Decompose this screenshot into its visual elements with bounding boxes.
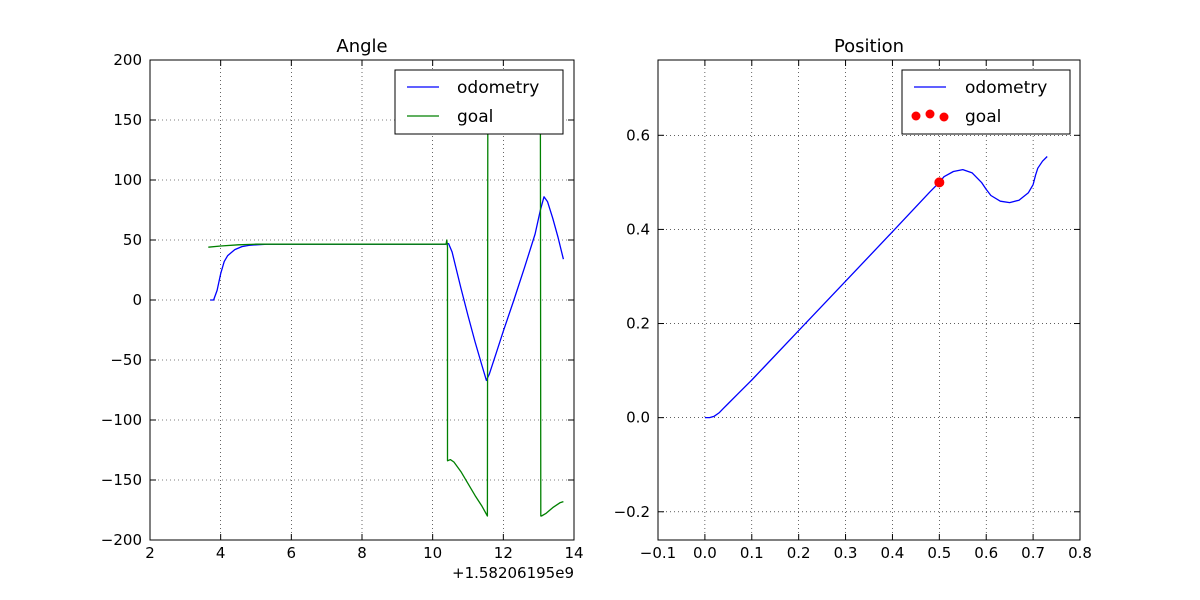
- angle-y-tick-label: 0: [132, 291, 142, 309]
- position-chart: Position −0.1 0.0 0.1 0.2 0.3 0.4 0.5 0.6 0.7 0.8…: [614, 36, 1092, 562]
- angle-ticks: 2 4 6 8 10 12 14 −200 −150 −100 −50 0 50 100 150 200: [101, 51, 584, 562]
- position-x-tick-label: 0.7: [1021, 544, 1045, 562]
- position-x-tick-label: 0.0: [693, 544, 717, 562]
- position-x-tick-label: 0.8: [1068, 544, 1092, 562]
- angle-x-tick-label: 2: [145, 544, 155, 562]
- position-legend-goal-marker-3: [939, 112, 949, 122]
- position-x-tick-label: 0.2: [787, 544, 811, 562]
- angle-x-offset-label: +1.58206195e9: [452, 564, 574, 582]
- position-y-tick-label: 0.6: [626, 126, 650, 144]
- position-y-tick-label: 0.4: [626, 220, 650, 238]
- angle-chart: Angle 2 4 6 8 10 12 14 −200 −150 −100 −50 0 50 100 150…: [101, 36, 584, 582]
- angle-x-tick-label: 4: [216, 544, 226, 562]
- position-legend: odometry goal: [901, 69, 1071, 135]
- position-x-tick-label: 0.6: [974, 544, 998, 562]
- angle-x-tick-label: 12: [494, 544, 513, 562]
- angle-y-tick-label: −100: [101, 411, 142, 429]
- position-y-tick-label: 0.0: [626, 409, 650, 427]
- angle-y-tick-label: 50: [123, 231, 142, 249]
- position-legend-goal-marker-1: [911, 111, 921, 121]
- angle-y-tick-label: −150: [101, 471, 142, 489]
- position-chart-title: Position: [834, 36, 904, 57]
- angle-series-odometry-line: [210, 196, 565, 382]
- position-x-tick-label: 0.4: [881, 544, 905, 562]
- position-series-lines: [704, 156, 1048, 419]
- angle-x-tick-label: 6: [287, 544, 297, 562]
- angle-y-tick-label: −200: [101, 531, 142, 549]
- angle-x-tick-label: 14: [564, 544, 583, 562]
- position-x-tick-label: 0.5: [927, 544, 951, 562]
- angle-y-tick-label: 200: [113, 51, 142, 69]
- angle-x-tick-label: 10: [423, 544, 442, 562]
- angle-series-goal-line: [208, 131, 564, 517]
- angle-chart-title: Angle: [336, 36, 387, 57]
- position-legend-odometry-label: odometry: [965, 78, 1047, 98]
- position-series-goal-point: [934, 177, 945, 188]
- angle-legend: odometry goal: [394, 69, 564, 135]
- position-y-tick-label: 0.2: [626, 315, 650, 333]
- position-legend-box: [901, 69, 1071, 135]
- angle-legend-goal-label: goal: [457, 107, 493, 127]
- position-series-odometry-line: [704, 156, 1048, 419]
- position-x-tick-label: 0.1: [740, 544, 764, 562]
- angle-series-lines: [208, 131, 565, 517]
- position-x-tick-label: 0.3: [834, 544, 858, 562]
- angle-x-tick-label: 8: [357, 544, 367, 562]
- angle-legend-box: [394, 69, 564, 135]
- position-legend-goal-marker-2: [925, 109, 935, 119]
- angle-y-tick-label: 150: [113, 111, 142, 129]
- position-x-tick-label: −0.1: [640, 544, 676, 562]
- position-legend-goal-label: goal: [965, 107, 1001, 127]
- position-y-tick-label: −0.2: [614, 503, 650, 521]
- angle-y-tick-label: −50: [110, 351, 142, 369]
- angle-y-tick-label: 100: [113, 171, 142, 189]
- position-plot-frame: [657, 59, 1081, 541]
- angle-legend-odometry-label: odometry: [457, 78, 539, 98]
- position-ticks: −0.1 0.0 0.1 0.2 0.3 0.4 0.5 0.6 0.7 0.8 −0.2 0.0 0.…: [614, 60, 1092, 562]
